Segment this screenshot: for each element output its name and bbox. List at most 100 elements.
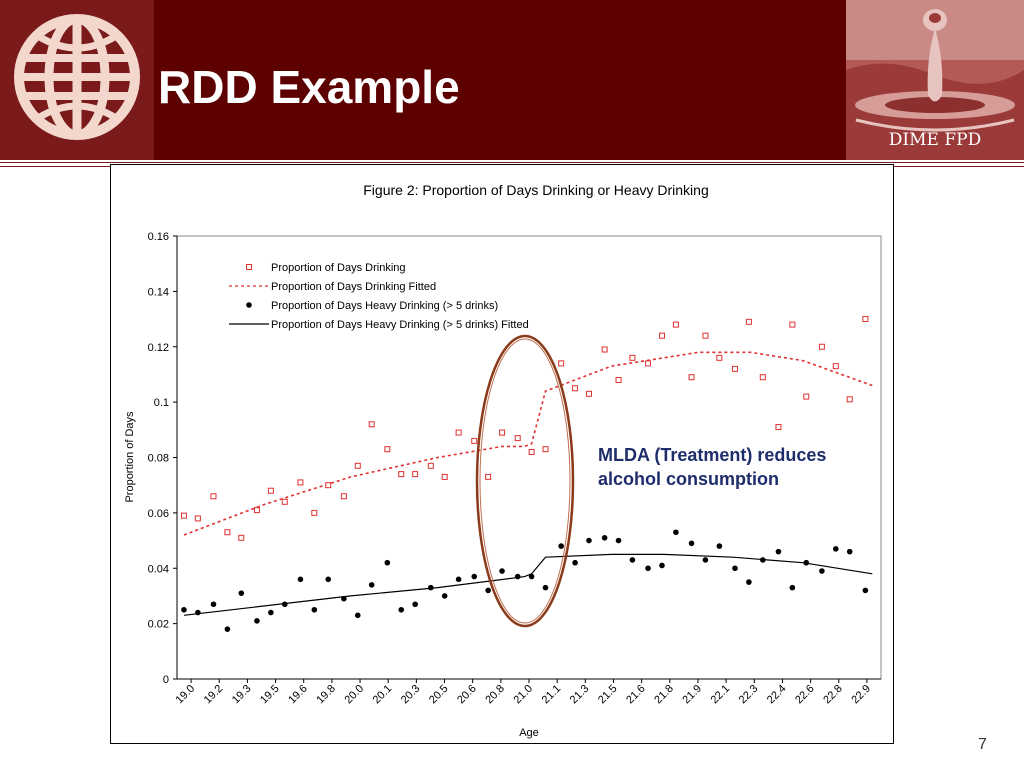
heavy-drinking-point bbox=[238, 590, 245, 596]
legend-swatch-circle bbox=[246, 302, 252, 308]
heavy-drinking-point bbox=[354, 612, 361, 619]
heavy-drinking-point bbox=[471, 573, 478, 580]
y-tick-label: 0.12 bbox=[148, 342, 169, 354]
brand-label: DIME FPD bbox=[888, 130, 982, 150]
x-tick-label: 21.6 bbox=[624, 683, 648, 707]
x-tick-label: 19.0 bbox=[174, 683, 198, 707]
x-axis-label: Age bbox=[519, 727, 539, 739]
heavy-drinking-point bbox=[528, 573, 535, 580]
heavy-drinking-point bbox=[659, 562, 665, 569]
slide-header: RDD Example DIME FPD bbox=[0, 0, 1024, 160]
legend-entry: Proportion of Days Drinking Fitted bbox=[271, 281, 436, 293]
heavy-drinking-point bbox=[629, 557, 636, 563]
heavy-drinking-point bbox=[846, 548, 853, 555]
heavy-drinking-point bbox=[210, 601, 217, 608]
drinking-point bbox=[789, 321, 796, 328]
drinking-point bbox=[542, 446, 549, 453]
drinking-point bbox=[485, 473, 492, 480]
legend-entry: Proportion of Days Heavy Drinking (> 5 d… bbox=[271, 319, 529, 331]
heavy-drinking-point bbox=[325, 576, 332, 583]
drinking-point bbox=[731, 365, 738, 372]
drinking-point bbox=[398, 471, 405, 478]
y-tick-label: 0.06 bbox=[148, 508, 169, 520]
drinking-point bbox=[572, 385, 579, 392]
heavy-drinking-point bbox=[789, 584, 796, 591]
drinking-point bbox=[846, 396, 853, 403]
chart: Figure 2: Proportion of Days Drinking or… bbox=[124, 182, 882, 739]
heavy-drinking-point bbox=[746, 579, 752, 585]
page-number: 7 bbox=[978, 736, 987, 753]
x-tick-label: 22.8 bbox=[821, 683, 845, 707]
heavy-drinking-point bbox=[368, 582, 375, 588]
x-tick-label: 19.5 bbox=[258, 683, 282, 707]
x-tick-label: 21.3 bbox=[568, 683, 592, 707]
drinking-point bbox=[832, 363, 839, 370]
heavy-drinking-point bbox=[862, 587, 869, 594]
heavy-drinking-point bbox=[311, 606, 318, 613]
drinking-point bbox=[862, 316, 869, 323]
chart-title: Figure 2: Proportion of Days Drinking or… bbox=[363, 182, 708, 198]
drinking-point bbox=[803, 393, 810, 400]
x-tick-label: 22.9 bbox=[849, 683, 873, 707]
y-tick-label: 0 bbox=[163, 674, 169, 686]
drinking-point bbox=[368, 421, 375, 428]
legend-swatch-square bbox=[246, 264, 252, 270]
drinking-point bbox=[471, 437, 478, 444]
drinking-point bbox=[585, 390, 592, 397]
y-tick-label: 0.02 bbox=[148, 619, 169, 631]
heavy-drinking-point bbox=[833, 546, 839, 552]
drinking-point bbox=[716, 354, 723, 361]
heavy-drinking-point bbox=[427, 584, 434, 591]
drinking-point bbox=[441, 473, 448, 480]
legend-entry: Proportion of Days Drinking bbox=[271, 262, 406, 274]
heavy-drinking-point bbox=[819, 568, 825, 574]
drinking-point bbox=[601, 346, 608, 353]
x-tick-label: 21.8 bbox=[652, 683, 676, 707]
heavy-drinking-point bbox=[702, 557, 709, 563]
drinking-point bbox=[558, 360, 565, 367]
heavy-drinking-point bbox=[775, 548, 782, 555]
x-tick-label: 19.6 bbox=[286, 683, 310, 707]
drinking-point bbox=[267, 487, 274, 494]
highlight-ellipse bbox=[475, 334, 575, 628]
legend: Proportion of Days Drinking Proportion of… bbox=[229, 262, 529, 331]
heavy-drinking-point bbox=[281, 601, 288, 608]
drinking-point bbox=[384, 446, 391, 453]
drinking-point bbox=[672, 321, 679, 328]
drinking-point bbox=[528, 448, 535, 455]
globe-icon bbox=[14, 14, 140, 140]
heavy-drinking-point bbox=[455, 576, 462, 583]
drinking-point bbox=[281, 498, 288, 505]
drinking-point bbox=[210, 493, 217, 500]
drinking-point bbox=[615, 376, 622, 383]
y-axis-label: Proportion of Days bbox=[124, 411, 136, 503]
x-tick-label: 20.0 bbox=[343, 683, 367, 707]
drinking-point bbox=[180, 512, 187, 519]
drinking-point bbox=[325, 482, 332, 489]
drinking-point bbox=[745, 318, 752, 325]
heavy-drinking-point bbox=[645, 565, 651, 572]
x-tick-label: 22.1 bbox=[709, 683, 733, 707]
drinking-point bbox=[238, 534, 245, 541]
drinking-point bbox=[224, 529, 231, 536]
drinking-point bbox=[688, 374, 695, 381]
x-tick-label: 22.3 bbox=[737, 683, 761, 707]
heavy-drinking-point bbox=[268, 609, 274, 616]
drinking-point bbox=[194, 515, 201, 522]
drinking-point bbox=[297, 479, 304, 486]
heavy-drinking-point bbox=[586, 537, 592, 544]
heavy-drinking-point bbox=[254, 618, 260, 624]
x-tick-label: 19.8 bbox=[314, 683, 338, 707]
x-tick-label: 20.8 bbox=[483, 683, 507, 707]
drinking-point bbox=[759, 374, 766, 381]
heavy-drinking-point bbox=[441, 593, 448, 599]
heavy-drinking-point bbox=[688, 540, 695, 547]
y-tick-label: 0.1 bbox=[154, 397, 169, 409]
heavy-drinking-point bbox=[224, 626, 231, 632]
heavy-drinking-point bbox=[398, 606, 405, 613]
drinking-point bbox=[499, 429, 506, 436]
heavy-drinking-point bbox=[181, 606, 187, 613]
drinking-point bbox=[818, 343, 825, 350]
figure-frame: Figure 2: Proportion of Days Drinking or… bbox=[110, 164, 894, 744]
highlight-ellipse-inner bbox=[479, 338, 571, 624]
